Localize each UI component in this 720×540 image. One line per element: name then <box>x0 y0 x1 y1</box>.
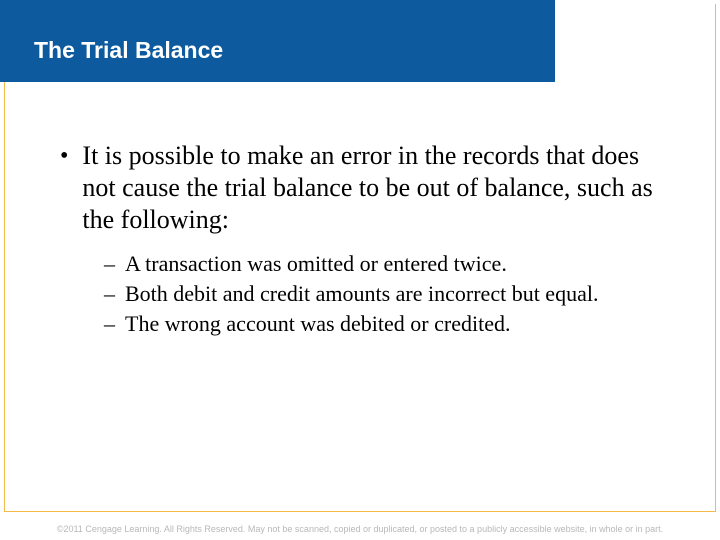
slide-title: The Trial Balance <box>34 37 223 64</box>
bullet-dash: – <box>104 310 115 338</box>
sub-bullet-text: A transaction was omitted or entered twi… <box>125 250 507 278</box>
header-bar: The Trial Balance <box>0 0 555 82</box>
sub-bullet-list: – A transaction was omitted or entered t… <box>104 250 670 338</box>
slide-content: • It is possible to make an error in the… <box>60 140 670 340</box>
copyright-footer: ©2011 Cengage Learning. All Rights Reser… <box>0 524 720 534</box>
bullet-dash: – <box>104 280 115 308</box>
sub-bullet-item: – The wrong account was debited or credi… <box>104 310 670 338</box>
bullet-dot: • <box>60 140 68 172</box>
sub-bullet-item: – Both debit and credit amounts are inco… <box>104 280 670 308</box>
sub-bullet-item: – A transaction was omitted or entered t… <box>104 250 670 278</box>
main-bullet-text: It is possible to make an error in the r… <box>82 140 670 236</box>
sub-bullet-text: Both debit and credit amounts are incorr… <box>125 280 598 308</box>
bullet-dash: – <box>104 250 115 278</box>
main-bullet: • It is possible to make an error in the… <box>60 140 670 236</box>
sub-bullet-text: The wrong account was debited or credite… <box>125 310 510 338</box>
